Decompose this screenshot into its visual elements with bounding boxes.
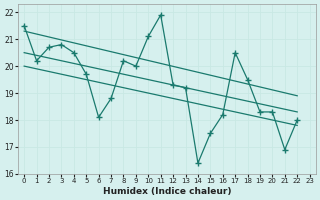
X-axis label: Humidex (Indice chaleur): Humidex (Indice chaleur) bbox=[103, 187, 231, 196]
